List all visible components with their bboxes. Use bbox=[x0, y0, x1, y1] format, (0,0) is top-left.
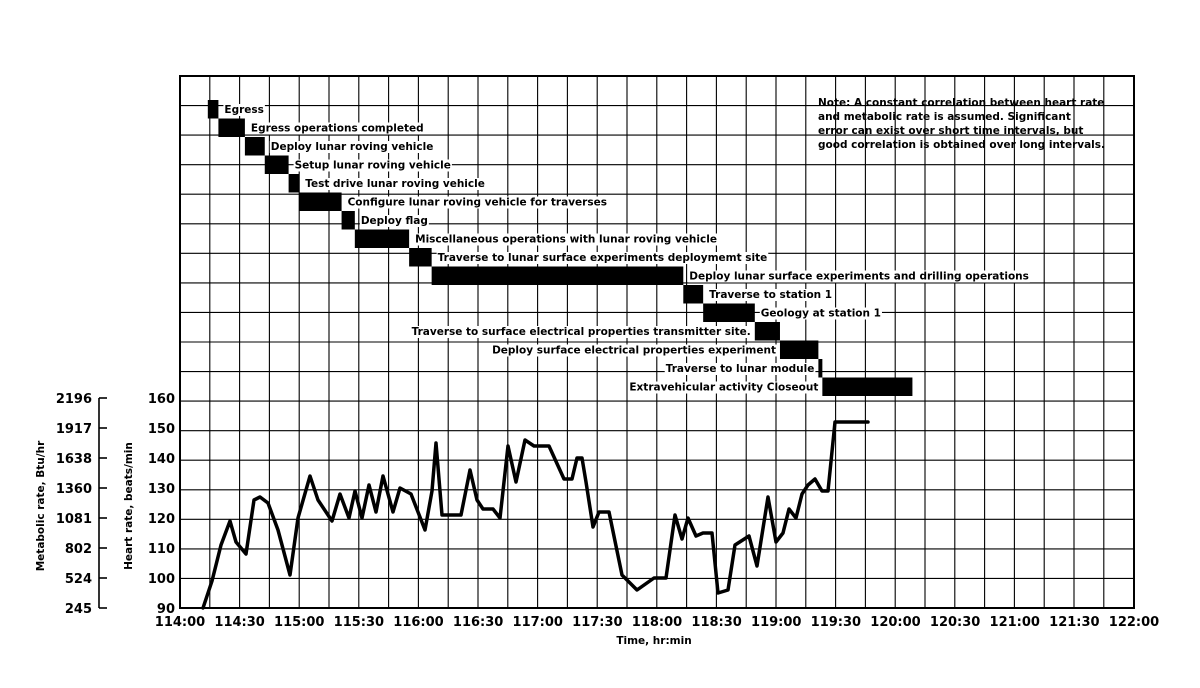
activity-bar bbox=[218, 118, 245, 137]
plot-frame bbox=[179, 75, 1135, 609]
activity-label-background bbox=[708, 289, 834, 301]
heart-rate-tick-label: 160 bbox=[148, 392, 175, 407]
heart-rate-tick-label: 120 bbox=[148, 512, 175, 527]
activity-label: Deploy surface electrical properties exp… bbox=[492, 345, 776, 357]
y-axis-label-heart-rate: Heart rate, beats/min bbox=[123, 442, 135, 570]
activity-bar bbox=[409, 248, 432, 267]
activity-label: Traverse to station 1 bbox=[709, 289, 832, 301]
activity-label: Egress operations completed bbox=[251, 123, 424, 135]
activity-label-background bbox=[664, 363, 816, 375]
correlation-note: Note: A constant correlation between hea… bbox=[818, 97, 1105, 151]
activity-bar bbox=[822, 377, 913, 396]
x-tick-label: 116:30 bbox=[453, 615, 503, 630]
x-tick-label: 114:30 bbox=[214, 615, 264, 630]
x-tick-label: 117:00 bbox=[513, 615, 563, 630]
activity-label: Deploy lunar surface experiments and dri… bbox=[689, 271, 1029, 283]
activity-label: Setup lunar roving vehicle bbox=[295, 160, 451, 172]
activity-bar bbox=[299, 192, 342, 211]
activity-label: Geology at station 1 bbox=[761, 308, 881, 320]
x-axis-label: Time, hr:min bbox=[616, 635, 691, 647]
activity-label: Test drive lunar roving vehicle bbox=[305, 178, 485, 190]
x-tick-label: 115:30 bbox=[334, 615, 384, 630]
x-tick-label: 116:00 bbox=[393, 615, 443, 630]
x-tick-label: 121:30 bbox=[1049, 615, 1099, 630]
x-tick-label: 115:00 bbox=[274, 615, 324, 630]
heart-rate-tick-label: 100 bbox=[148, 572, 175, 587]
metabolic-tick-label: 802 bbox=[65, 542, 92, 557]
x-tick-label: 119:30 bbox=[811, 615, 861, 630]
x-tick-label: 122:00 bbox=[1109, 615, 1159, 630]
chart-axes: 114:00 114:30 115:00 115:30 116:00 116:30 117:… bbox=[56, 392, 1159, 630]
heart-rate-tick-label: 130 bbox=[148, 482, 175, 497]
activity-label-background bbox=[688, 270, 1030, 283]
activity-label: Deploy flag bbox=[361, 215, 428, 227]
activity-label: Egress bbox=[224, 104, 263, 116]
x-tick-label: 120:00 bbox=[870, 615, 920, 630]
activity-label-background bbox=[436, 252, 769, 264]
metabolic-tick-label: 245 bbox=[65, 602, 92, 617]
activity-bar bbox=[818, 359, 823, 378]
activity-bar bbox=[703, 303, 755, 322]
activity-bar bbox=[207, 100, 219, 119]
heart-rate-line bbox=[201, 420, 870, 610]
activity-label: Traverse to lunar surface experiments de… bbox=[438, 252, 768, 264]
activity-label-background bbox=[410, 326, 752, 338]
activity-label: Extravehicular activity Closeout bbox=[629, 382, 818, 394]
activity-label-background bbox=[304, 178, 486, 190]
heart-rate-series bbox=[201, 420, 870, 610]
note-line: and metabolic rate is assumed. Significa… bbox=[818, 111, 1071, 123]
heart-rate-tick-label: 110 bbox=[148, 542, 175, 557]
y-axis-label-metabolic: Metabolic rate, Btu/hr bbox=[35, 440, 47, 571]
metabolic-tick-label: 1081 bbox=[56, 512, 92, 527]
activity-bar bbox=[683, 285, 704, 304]
activity-bar bbox=[779, 340, 819, 359]
activity-label: Traverse to lunar module bbox=[666, 363, 815, 375]
activity-label-background bbox=[414, 233, 718, 246]
activity-bar bbox=[341, 211, 355, 230]
activity-label-background bbox=[759, 307, 882, 320]
activity-label: Miscellaneous operations with lunar rovi… bbox=[415, 234, 717, 246]
activity-label-background bbox=[223, 104, 265, 116]
activity-bar bbox=[754, 322, 780, 341]
note-line: Note: A constant correlation between hea… bbox=[818, 97, 1104, 109]
activity-label-background bbox=[293, 159, 452, 172]
activity-label: Traverse to surface electrical propertie… bbox=[412, 326, 751, 338]
metabolic-tick-label: 1360 bbox=[56, 482, 92, 497]
activity-label: Deploy lunar roving vehicle bbox=[271, 141, 434, 153]
x-tick-label: 118:00 bbox=[632, 615, 682, 630]
metabolic-tick-label: 1638 bbox=[56, 452, 92, 467]
activity-label-background bbox=[491, 344, 777, 357]
note-line: good correlation is obtained over long i… bbox=[818, 139, 1105, 151]
x-tick-label: 119:00 bbox=[751, 615, 801, 630]
x-tick-label: 121:00 bbox=[990, 615, 1040, 630]
metabolic-tick-label: 524 bbox=[65, 572, 92, 587]
activity-bar bbox=[288, 174, 300, 193]
activity-bar bbox=[264, 155, 289, 174]
x-tick-label: 120:30 bbox=[930, 615, 980, 630]
heart-rate-tick-label: 150 bbox=[148, 422, 175, 437]
metabolic-tick-label: 1917 bbox=[56, 422, 92, 437]
activity-timeline: Egress Egress operations completed Deploy … bbox=[207, 100, 1030, 396]
activity-label-background bbox=[269, 141, 435, 153]
activity-bar bbox=[244, 137, 265, 156]
activity-bar bbox=[354, 229, 410, 248]
x-tick-label: 118:30 bbox=[691, 615, 741, 630]
activity-label: Configure lunar roving vehicle for trave… bbox=[348, 197, 607, 209]
x-tick-label: 114:00 bbox=[155, 615, 205, 630]
metabolic-tick-label: 2196 bbox=[56, 392, 92, 407]
activity-label-background bbox=[359, 215, 429, 227]
x-tick-label: 117:30 bbox=[572, 615, 622, 630]
activity-label-background bbox=[628, 381, 820, 394]
activity-label-background bbox=[249, 122, 425, 135]
heart-rate-tick-label: 90 bbox=[157, 602, 175, 617]
activity-bar bbox=[431, 266, 684, 285]
note-line: error can exist over short time interval… bbox=[818, 125, 1083, 137]
activity-label-background bbox=[346, 196, 608, 209]
heart-rate-tick-label: 140 bbox=[148, 452, 175, 467]
